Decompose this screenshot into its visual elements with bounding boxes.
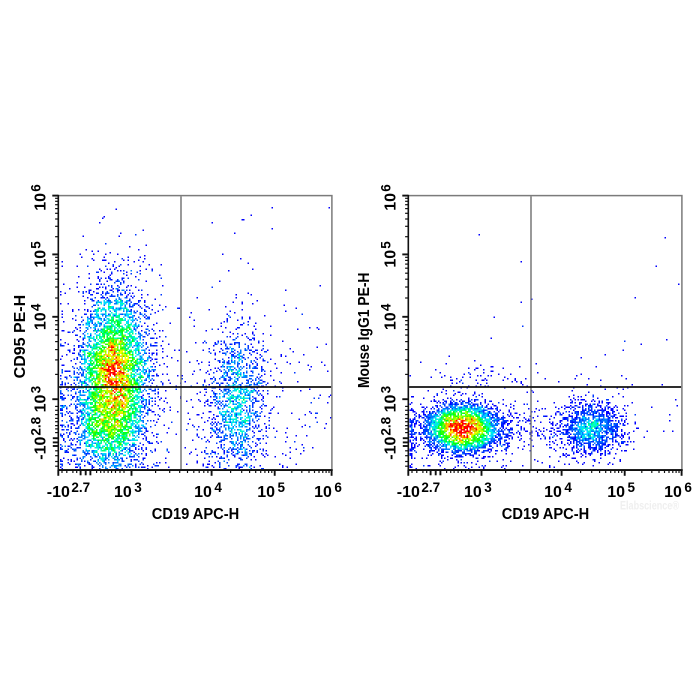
svg-text:10: 10 [544, 484, 562, 501]
svg-text:2.7: 2.7 [421, 480, 440, 495]
svg-text:3: 3 [29, 385, 44, 393]
svg-text:5: 5 [379, 241, 394, 249]
svg-text:2.8: 2.8 [379, 416, 394, 435]
svg-text:4: 4 [379, 303, 394, 311]
svg-text:CD19 APC-H: CD19 APC-H [502, 506, 590, 523]
svg-text:10: 10 [664, 484, 682, 501]
svg-text:Elabscience®: Elabscience® [620, 498, 679, 512]
svg-text:6: 6 [379, 184, 394, 192]
svg-text:-10: -10 [47, 484, 70, 501]
svg-text:5: 5 [278, 480, 286, 495]
svg-text:-10: -10 [397, 484, 420, 501]
svg-text:-10: -10 [33, 436, 50, 459]
svg-text:5: 5 [628, 480, 636, 495]
svg-text:10: 10 [33, 193, 50, 211]
svg-text:6: 6 [684, 480, 692, 495]
svg-text:2.7: 2.7 [71, 480, 90, 495]
svg-text:Mouse IgG1 PE-H: Mouse IgG1 PE-H [356, 273, 373, 389]
svg-text:3: 3 [134, 480, 142, 495]
svg-text:10: 10 [383, 395, 400, 413]
svg-text:CD19 APC-H: CD19 APC-H [152, 506, 240, 523]
svg-text:6: 6 [29, 184, 44, 192]
svg-text:3: 3 [484, 480, 492, 495]
svg-text:-10: -10 [383, 436, 400, 459]
svg-text:10: 10 [114, 484, 132, 501]
svg-text:10: 10 [33, 395, 50, 413]
svg-text:4: 4 [214, 480, 222, 495]
svg-text:10: 10 [383, 250, 400, 268]
svg-text:5: 5 [29, 241, 44, 249]
svg-text:4: 4 [564, 480, 572, 495]
svg-text:10: 10 [383, 193, 400, 211]
svg-text:10: 10 [464, 484, 482, 501]
svg-text:CD95 PE-H: CD95 PE-H [12, 295, 29, 379]
svg-text:10: 10 [194, 484, 212, 501]
svg-text:10: 10 [33, 312, 50, 330]
svg-text:6: 6 [334, 480, 342, 495]
svg-text:10: 10 [257, 484, 275, 501]
svg-text:3: 3 [379, 385, 394, 393]
svg-text:10: 10 [33, 250, 50, 268]
svg-text:2.8: 2.8 [29, 416, 44, 435]
svg-text:4: 4 [29, 303, 44, 311]
svg-text:10: 10 [314, 484, 332, 501]
svg-text:10: 10 [383, 312, 400, 330]
svg-text:10: 10 [607, 484, 625, 501]
